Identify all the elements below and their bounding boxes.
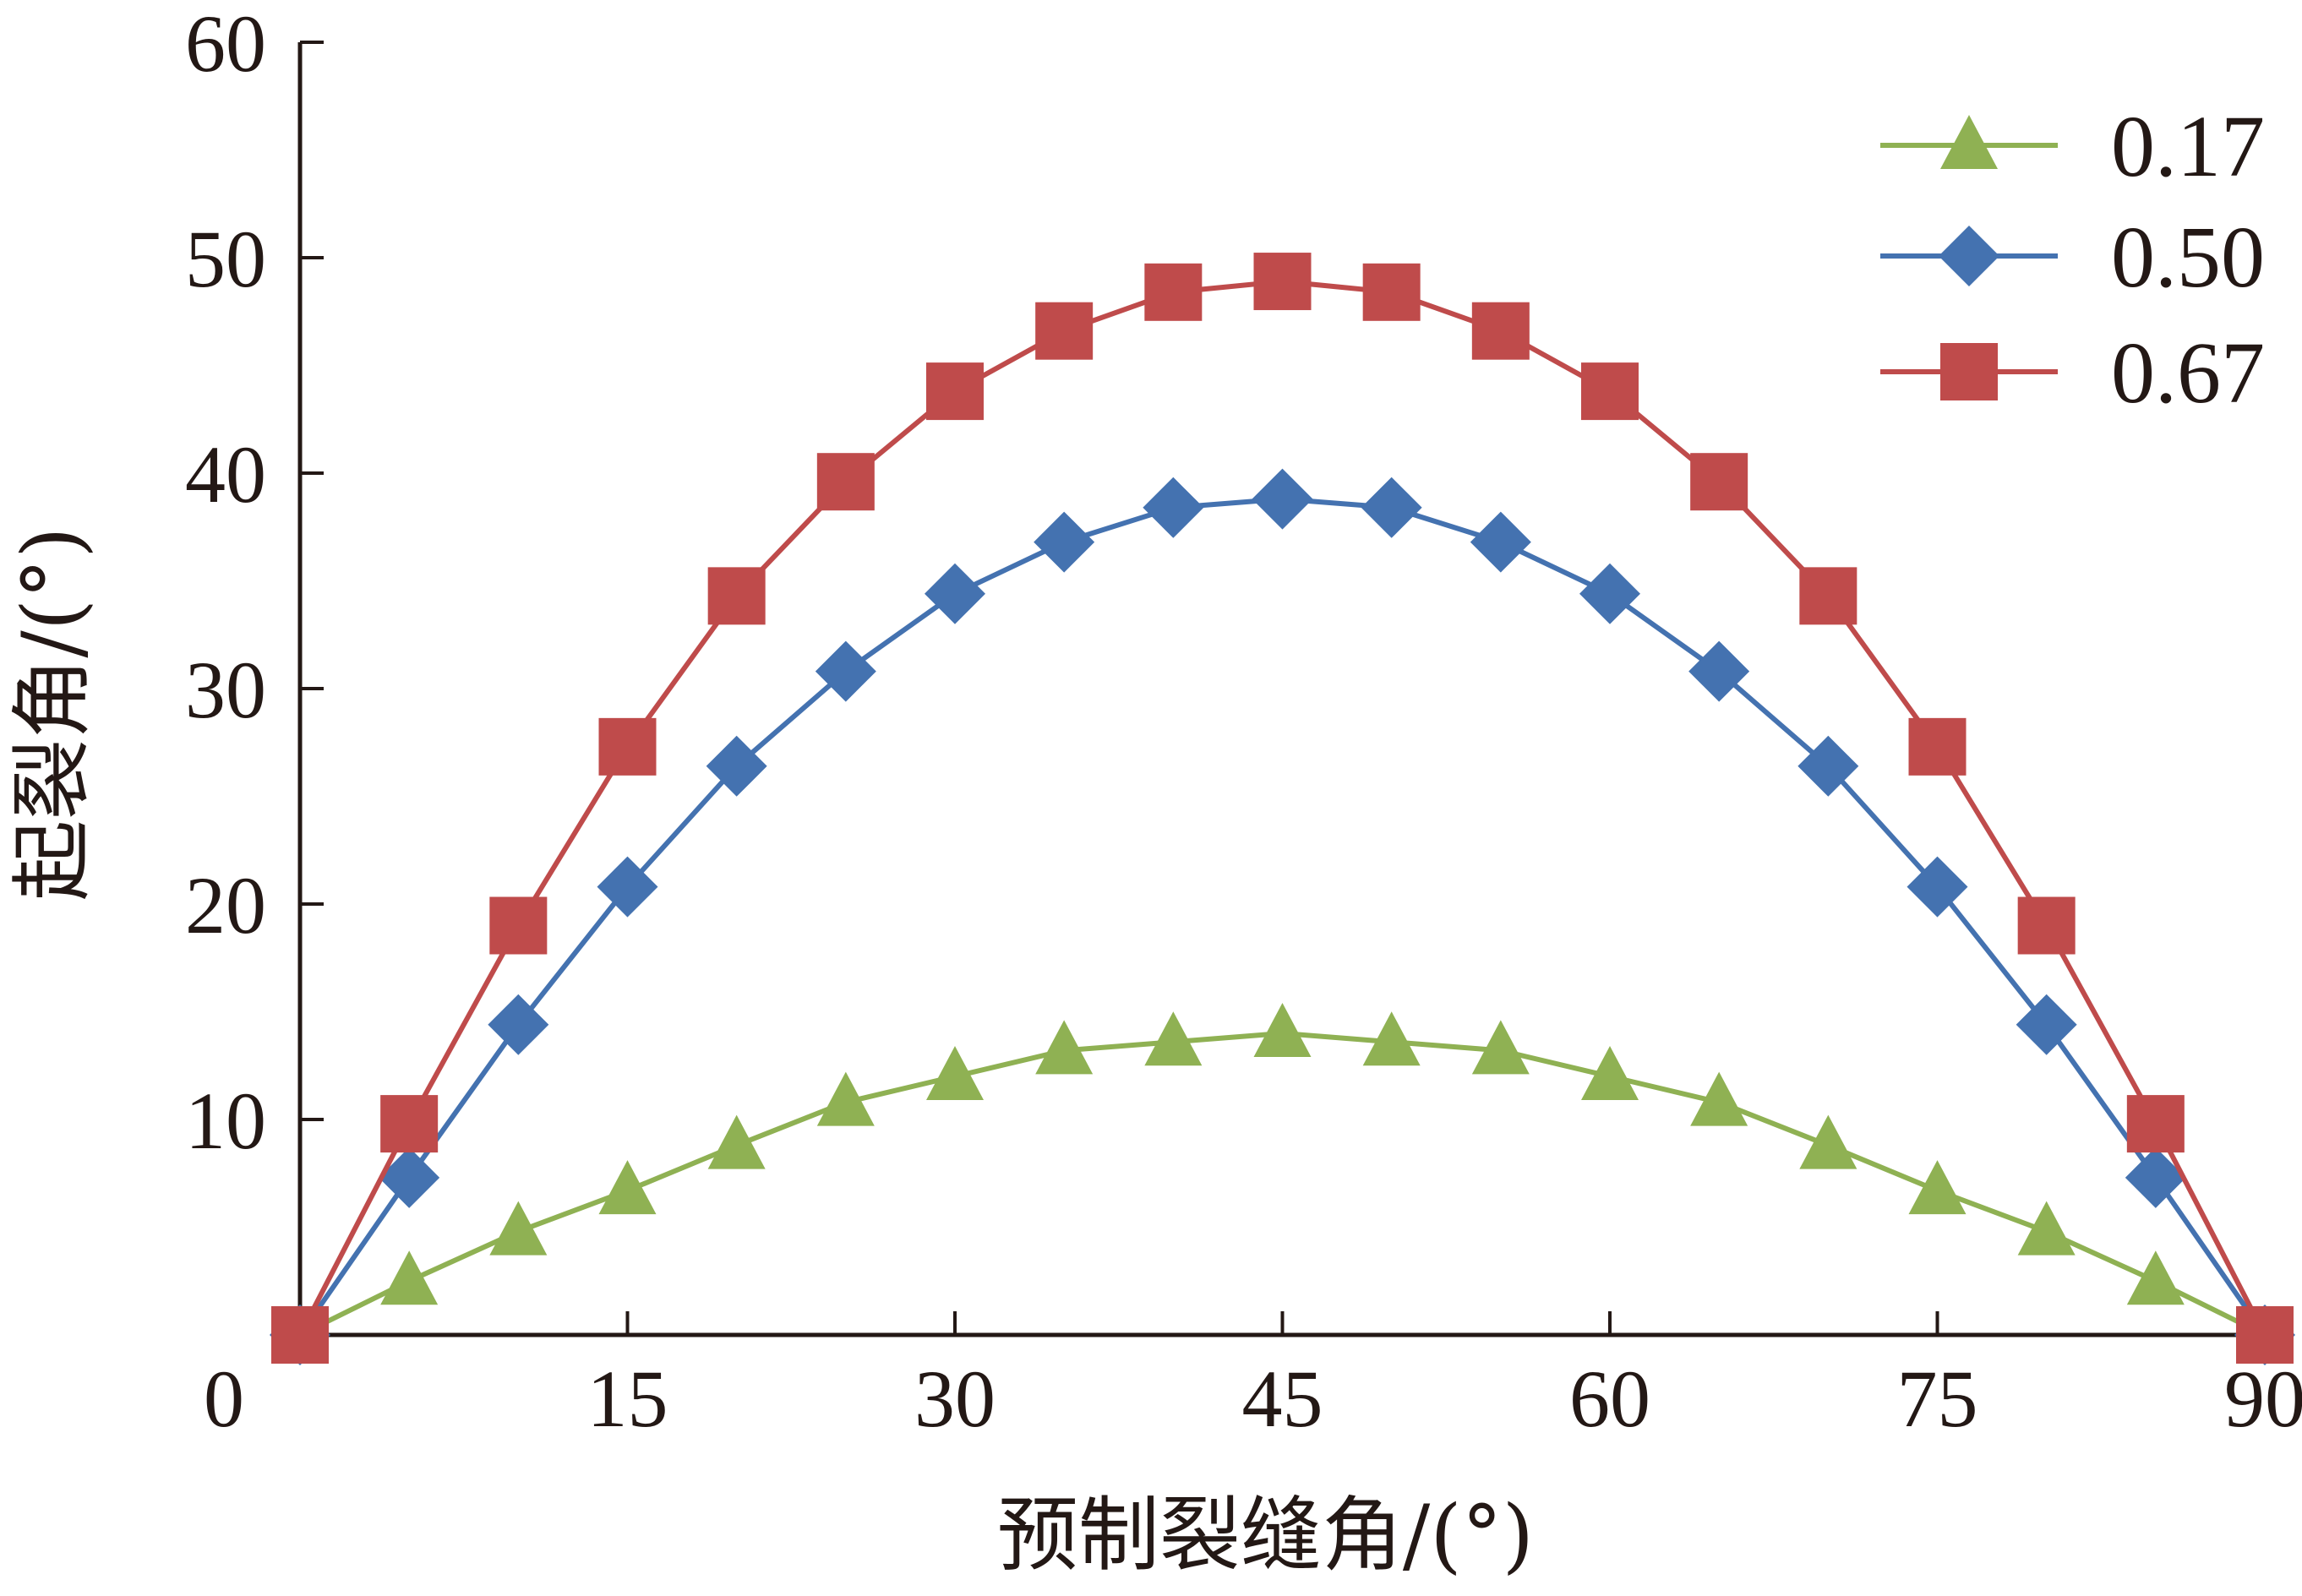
- data-point: [380, 1250, 439, 1305]
- x-tick-label: 30: [914, 1354, 996, 1444]
- data-point: [488, 994, 549, 1055]
- data-point: [379, 1147, 440, 1208]
- data-point: [1471, 302, 1530, 360]
- data-point: [1688, 640, 1750, 702]
- data-point: [1908, 717, 1967, 776]
- data-point: [598, 717, 657, 776]
- y-axis-title: 起裂角/(°): [5, 526, 100, 901]
- y-tick-label: 50: [185, 214, 266, 304]
- series-line: [298, 1031, 2267, 1337]
- data-point: [1799, 1114, 1857, 1169]
- series-0.17: [271, 1003, 2294, 1359]
- legend-label: 0.67: [2111, 324, 2265, 422]
- data-point: [380, 1095, 439, 1153]
- data-point: [816, 1071, 875, 1126]
- data-point: [598, 1160, 657, 1215]
- legend-marker: [1940, 115, 1998, 169]
- data-point: [2016, 994, 2077, 1055]
- data-point: [1581, 1046, 1639, 1100]
- data-point: [815, 640, 876, 702]
- data-point: [707, 1114, 766, 1169]
- data-point: [816, 453, 875, 511]
- y-tick-label: 60: [185, 0, 266, 89]
- legend: 0.17 0.50 0.67: [1880, 98, 2265, 422]
- legend-item: 0.17: [1880, 98, 2265, 195]
- x-tick-label: 15: [587, 1354, 668, 1444]
- data-point: [1690, 1071, 1748, 1126]
- legend-label: 0.17: [2111, 98, 2265, 195]
- data-point: [707, 567, 766, 625]
- x-tick-label: 90: [2224, 1354, 2302, 1444]
- legend-label: 0.50: [2111, 209, 2265, 306]
- data-point: [1470, 511, 1531, 573]
- data-point: [2017, 1201, 2076, 1256]
- legend-marker: [1939, 226, 1999, 286]
- data-point: [1253, 253, 1312, 311]
- series-0.50: [270, 468, 2295, 1365]
- data-point: [1907, 856, 1968, 918]
- data-point: [926, 1046, 984, 1100]
- data-point: [2017, 896, 2076, 955]
- data-point: [926, 362, 984, 421]
- data-point: [489, 896, 548, 955]
- data-point: [489, 1201, 548, 1256]
- data-point: [706, 735, 767, 797]
- data-point: [2125, 1147, 2186, 1208]
- series-line: [297, 496, 2267, 1337]
- x-tick-label: 45: [1242, 1354, 1323, 1444]
- data-point: [1034, 511, 1095, 573]
- legend-item: 0.50: [1880, 209, 2265, 306]
- data-point: [2126, 1095, 2185, 1153]
- data-point: [1797, 735, 1859, 797]
- x-tick-label: 60: [1569, 1354, 1650, 1444]
- x-axis-title: 预制裂缝角/(°): [997, 1488, 1534, 1582]
- data-point: [1471, 1020, 1530, 1075]
- data-point: [1581, 362, 1639, 421]
- data-point: [1908, 1160, 1967, 1215]
- legend-item: 0.67: [1880, 324, 2265, 422]
- data-point: [1035, 302, 1094, 360]
- data-point: [1690, 453, 1748, 511]
- data-point: [1362, 263, 1421, 321]
- data-point: [271, 1306, 329, 1364]
- data-point: [1252, 468, 1313, 530]
- data-point: [1579, 563, 1640, 624]
- data-point: [925, 563, 985, 624]
- data-point: [1143, 477, 1204, 538]
- x-tick-label: 0: [204, 1354, 244, 1444]
- data-point: [1361, 477, 1422, 538]
- y-axis-ticks: 10 20 30 40 50 60: [185, 0, 324, 1166]
- data-point: [1035, 1020, 1094, 1075]
- data-point: [1799, 567, 1857, 625]
- y-tick-label: 20: [185, 860, 266, 951]
- data-point: [2236, 1306, 2294, 1364]
- data-point: [2126, 1250, 2185, 1305]
- y-tick-label: 10: [185, 1076, 266, 1166]
- data-point: [1144, 263, 1203, 321]
- data-point: [597, 856, 658, 918]
- data-point: [1253, 1003, 1312, 1057]
- series-line: [297, 279, 2267, 1337]
- y-tick-label: 40: [185, 429, 266, 520]
- series-0.67: [271, 253, 2294, 1364]
- data-point: [1144, 1011, 1203, 1066]
- x-tick-label: 75: [1897, 1354, 1978, 1444]
- x-axis-ticks: 0 15 30 45 60 75 90: [204, 1311, 2302, 1444]
- series-group: [270, 253, 2295, 1365]
- y-tick-label: 30: [185, 645, 266, 735]
- data-point: [1362, 1011, 1421, 1066]
- legend-marker: [1940, 343, 1998, 400]
